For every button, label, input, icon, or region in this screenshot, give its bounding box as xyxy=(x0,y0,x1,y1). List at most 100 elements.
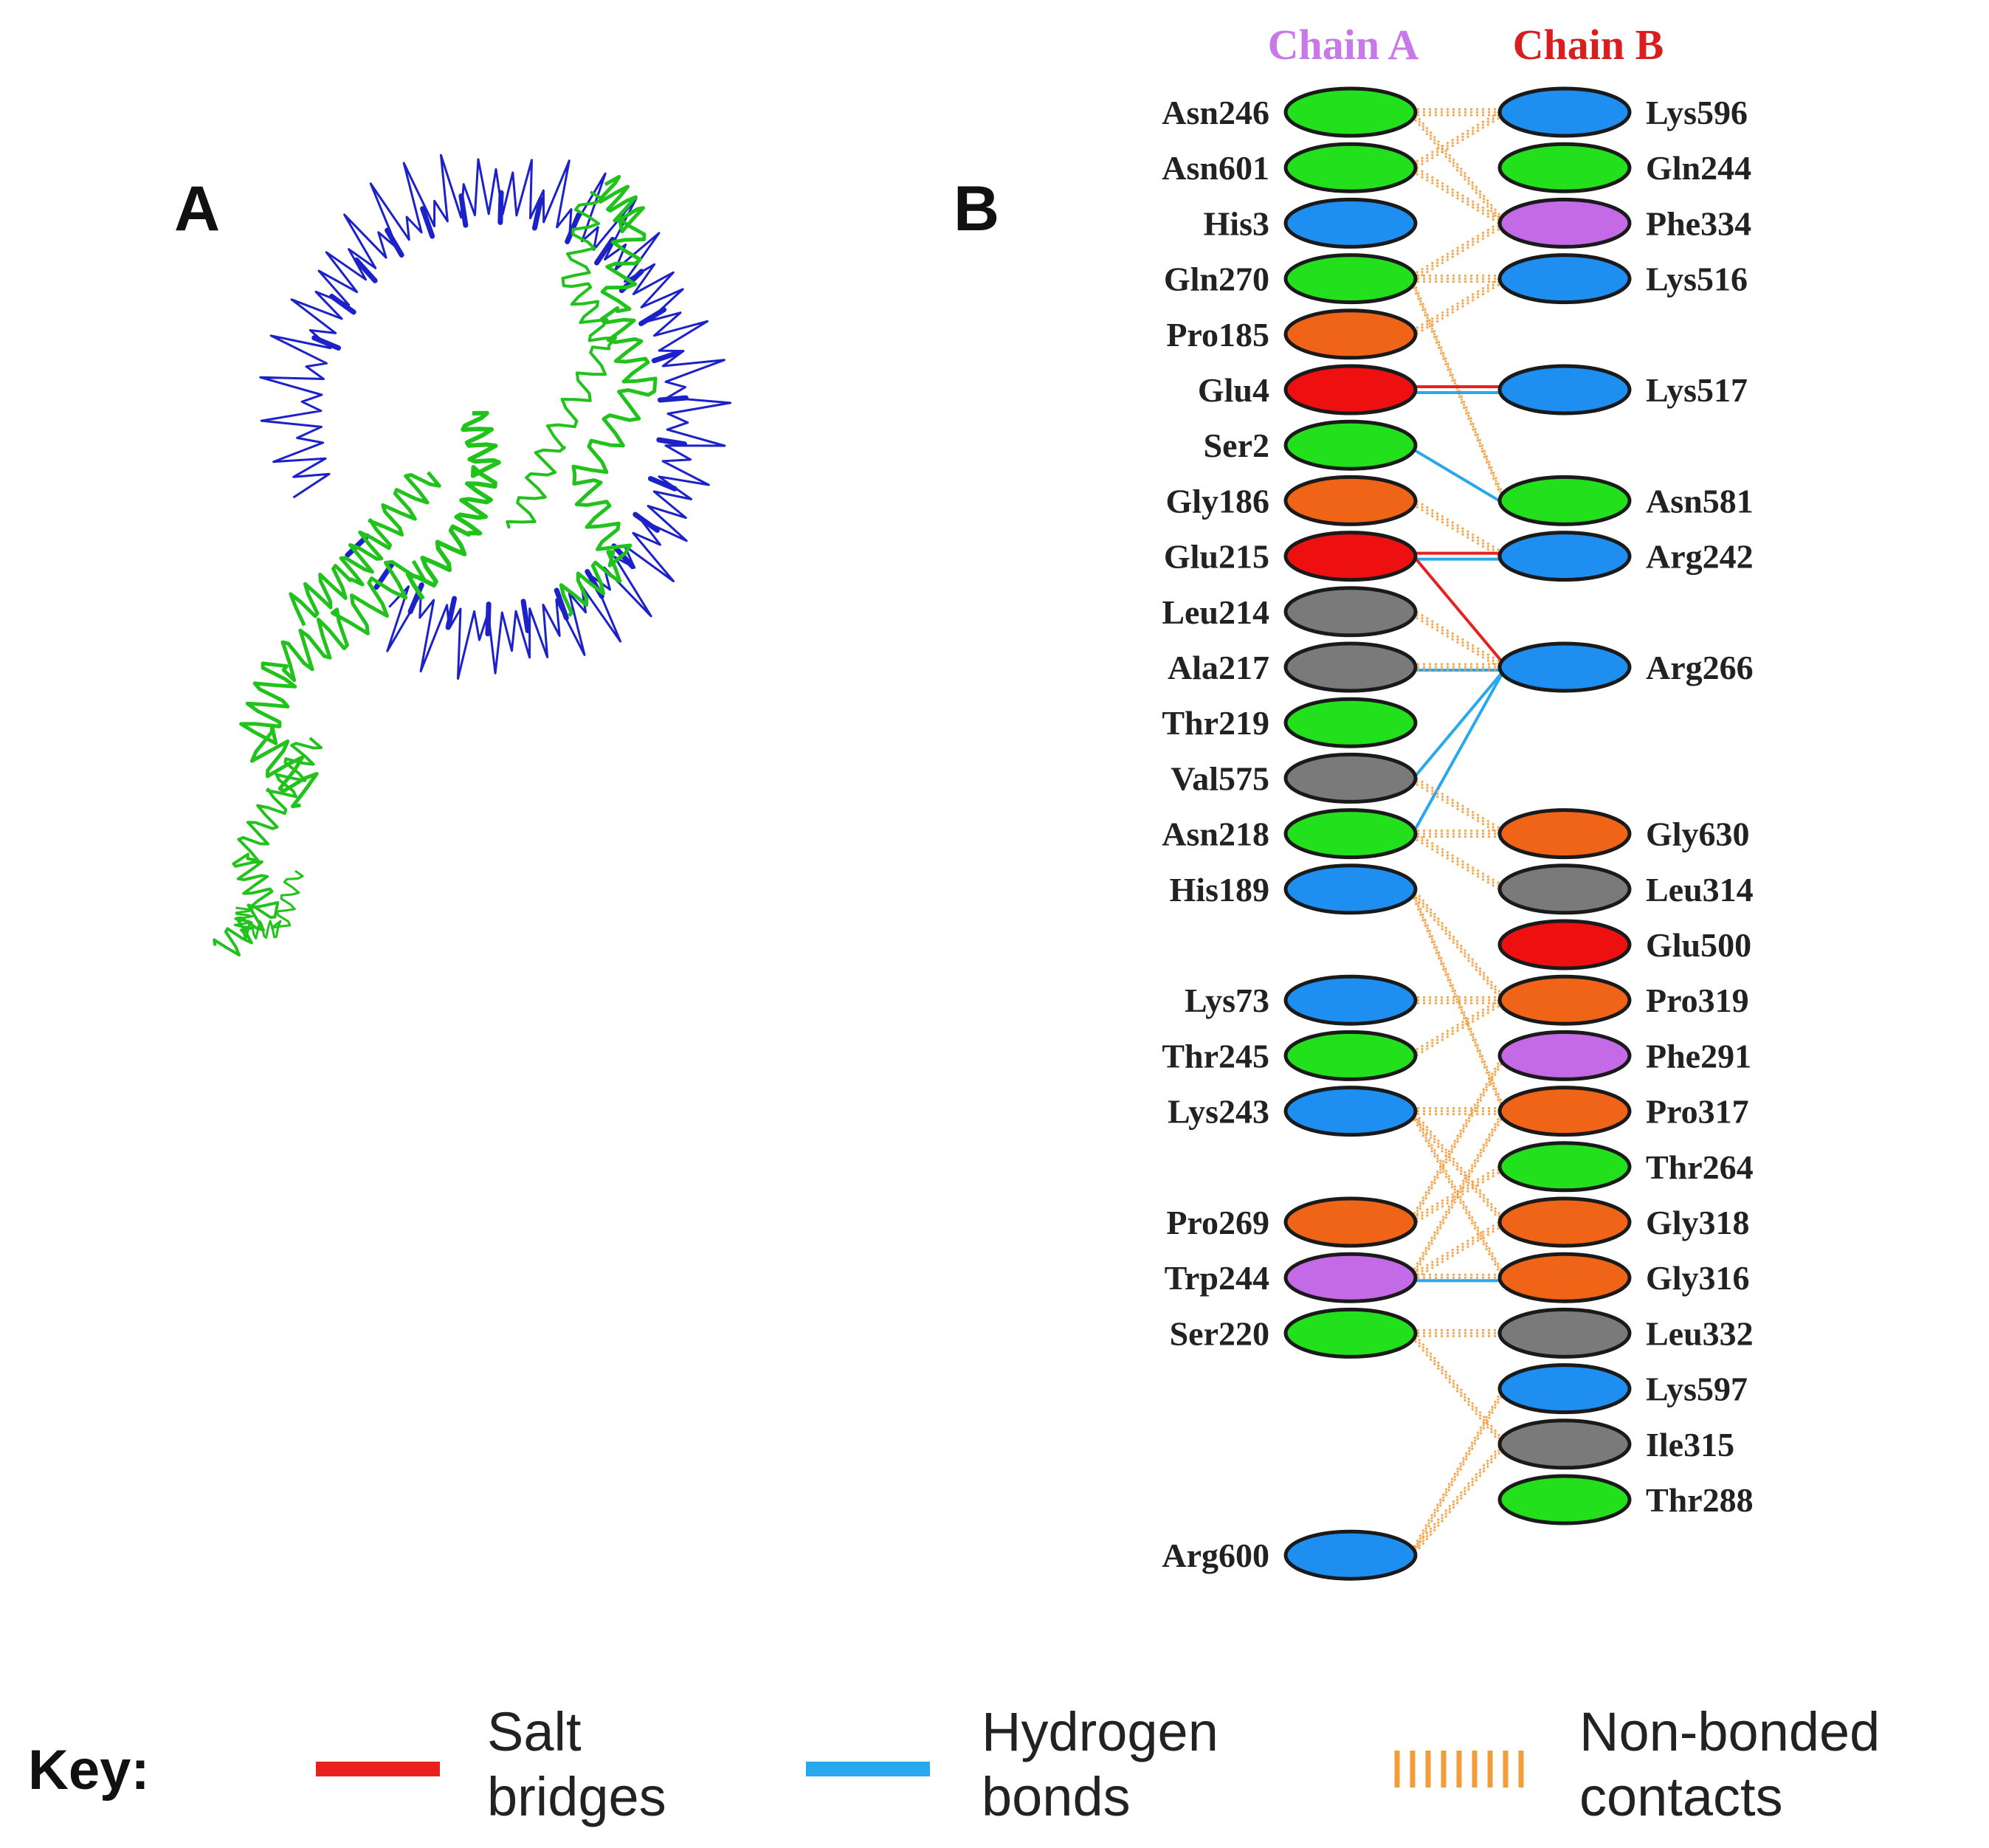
key-salt-line1: Salt xyxy=(487,1701,582,1762)
chain-a-arg600-label: Arg600 xyxy=(1162,1537,1269,1574)
chain-b-pro317-node xyxy=(1497,1086,1632,1137)
link-asn218-gly630-nonbonded xyxy=(1411,830,1504,838)
chain-b-leu314-label: Leu314 xyxy=(1646,871,1754,909)
chain-b-phe334-node xyxy=(1497,197,1632,249)
chain-a-thr219-node xyxy=(1283,697,1418,748)
chain-a-gly186-node xyxy=(1283,475,1418,526)
chain-a-thr219-label: Thr219 xyxy=(1162,704,1269,742)
link-arg600-ile315-nonbonded xyxy=(1410,1440,1506,1559)
chain-b-lys517-label: Lys517 xyxy=(1646,371,1748,409)
chain-a-his3-node xyxy=(1283,197,1418,249)
link-his189-pro319-nonbonded xyxy=(1410,885,1506,1004)
chain-a-his189-label: His189 xyxy=(1170,871,1269,909)
chain-b-title: Chain B xyxy=(1513,21,1664,69)
chain-a-his189-node xyxy=(1283,863,1418,915)
chain-b-thr264-label: Thr264 xyxy=(1646,1148,1754,1186)
chain-a-gly186-label: Gly186 xyxy=(1165,482,1269,520)
chain-a-thr245-label: Thr245 xyxy=(1162,1037,1269,1075)
chain-a-pro269-label: Pro269 xyxy=(1166,1204,1269,1241)
chain-a-lys73-label: Lys73 xyxy=(1185,982,1269,1019)
link-val575-arg266-hbond xyxy=(1410,669,1506,782)
chain-b-thr288-node xyxy=(1497,1474,1632,1525)
link-ser2-asn581-hbond xyxy=(1410,447,1506,506)
link-lys243-gly318-nonbonded xyxy=(1410,1107,1506,1226)
link-ser220-ile315-nonbonded xyxy=(1410,1329,1506,1448)
chain-a-ala217-label: Ala217 xyxy=(1168,649,1269,686)
key-hbond-line1: Hydrogen xyxy=(982,1701,1218,1762)
chain-a-asn218-label: Asn218 xyxy=(1162,816,1269,853)
chain-a-val575-label: Val575 xyxy=(1171,759,1269,797)
chain-b-gln244-label: Gln244 xyxy=(1646,149,1751,187)
chain-b-arg242-node xyxy=(1497,531,1632,582)
panel-a-label: A xyxy=(174,173,220,244)
link-gln270-phe334-nonbonded xyxy=(1410,219,1505,283)
chain-b-residues: Lys596 Gln244 Phe334 Lys516 Lys517 Asn581 Arg2… xyxy=(1497,86,1754,1525)
chain-b-arg266-node xyxy=(1497,641,1632,693)
chain-b-gly630-label: Gly630 xyxy=(1646,816,1750,853)
chain-a-lys73-node xyxy=(1283,974,1418,1026)
link-ala217-arg266-nonbonded xyxy=(1411,663,1504,672)
chain-a-asn246-node xyxy=(1283,86,1418,138)
chain-a-ser220-label: Ser220 xyxy=(1170,1314,1269,1352)
chain-b-phe334-label: Phe334 xyxy=(1646,204,1751,242)
chain-a-ribbon xyxy=(213,175,658,956)
chain-b-gly316-node xyxy=(1497,1252,1632,1303)
chain-b-gly318-node xyxy=(1497,1196,1632,1248)
link-thr245-pro319-nonbonded xyxy=(1410,996,1505,1060)
link-pro185-lys516-nonbonded xyxy=(1410,275,1505,339)
chain-b-lys517-node xyxy=(1497,364,1632,416)
link-lys243-pro317-nonbonded xyxy=(1411,1107,1504,1116)
chain-b-pro319-label: Pro319 xyxy=(1646,982,1749,1019)
chain-a-ala217-node xyxy=(1283,641,1418,693)
chain-a-glu4-label: Glu4 xyxy=(1198,371,1269,409)
chain-b-leu314-node xyxy=(1497,863,1632,915)
chain-a-trp244-label: Trp244 xyxy=(1165,1259,1269,1297)
protein-structure-ribbon xyxy=(213,154,732,956)
chain-b-pro319-node xyxy=(1497,974,1632,1026)
chain-b-lys597-node xyxy=(1497,1363,1632,1415)
link-ser220-leu332-nonbonded xyxy=(1411,1328,1504,1337)
chain-b-phe291-node xyxy=(1497,1030,1632,1081)
chain-b-arg242-label: Arg242 xyxy=(1646,538,1754,576)
link-pro269-phe291-nonbonded xyxy=(1410,1052,1506,1226)
link-trp244-gly318-nonbonded xyxy=(1410,1218,1505,1282)
chain-b-gly630-node xyxy=(1497,808,1632,860)
link-asn246-phe334-nonbonded xyxy=(1410,108,1506,227)
chain-a-trp244-node xyxy=(1283,1252,1418,1303)
chain-a-leu214-label: Leu214 xyxy=(1162,593,1269,631)
chain-a-residues: Asn246 Asn601 His3 Gln270 Pro185 Glu4 Ser2 Gly1… xyxy=(1162,86,1418,1581)
chain-a-asn218-node xyxy=(1283,808,1418,860)
link-arg600-lys597-nonbonded xyxy=(1410,1385,1506,1559)
chain-a-ser220-node xyxy=(1283,1307,1418,1359)
chain-b-glu500-label: Glu500 xyxy=(1646,926,1751,964)
key-hbond-line2: bonds xyxy=(982,1766,1131,1827)
chain-b-ile315-label: Ile315 xyxy=(1646,1426,1734,1463)
link-val575-gly630-nonbonded xyxy=(1410,774,1505,838)
chain-b-lys516-node xyxy=(1497,253,1632,305)
chain-b-asn581-label: Asn581 xyxy=(1646,482,1754,520)
link-asn601-phe334-nonbonded xyxy=(1410,163,1505,227)
link-asn218-arg266-hbond xyxy=(1410,669,1506,838)
chain-a-pro185-node xyxy=(1283,308,1418,360)
chain-a-asn246-label: Asn246 xyxy=(1162,94,1269,131)
panel-b-label: B xyxy=(954,173,999,244)
link-lys73-pro319-nonbonded xyxy=(1411,996,1504,1004)
chain-a-gln270-label: Gln270 xyxy=(1164,261,1269,298)
key-salt-line2: bridges xyxy=(487,1766,666,1827)
key-title: Key: xyxy=(28,1739,150,1802)
chain-a-ser2-label: Ser2 xyxy=(1204,427,1269,464)
chain-b-phe291-label: Phe291 xyxy=(1646,1037,1751,1075)
chain-b-ile315-node xyxy=(1497,1418,1632,1470)
chain-a-gln270-node xyxy=(1283,253,1418,305)
link-asn218-leu314-nonbonded xyxy=(1410,830,1505,894)
chain-b-arg266-label: Arg266 xyxy=(1646,649,1754,686)
interaction-lines xyxy=(1410,108,1506,1559)
chain-b-thr264-node xyxy=(1497,1141,1632,1193)
chain-a-glu215-label: Glu215 xyxy=(1164,538,1269,576)
chain-b-asn581-node xyxy=(1497,475,1632,526)
link-gly186-arg242-nonbonded xyxy=(1410,497,1505,560)
chain-a-thr245-node xyxy=(1283,1030,1418,1081)
link-asn246-lys596-nonbonded xyxy=(1411,108,1504,117)
chain-a-his3-label: His3 xyxy=(1204,204,1269,242)
